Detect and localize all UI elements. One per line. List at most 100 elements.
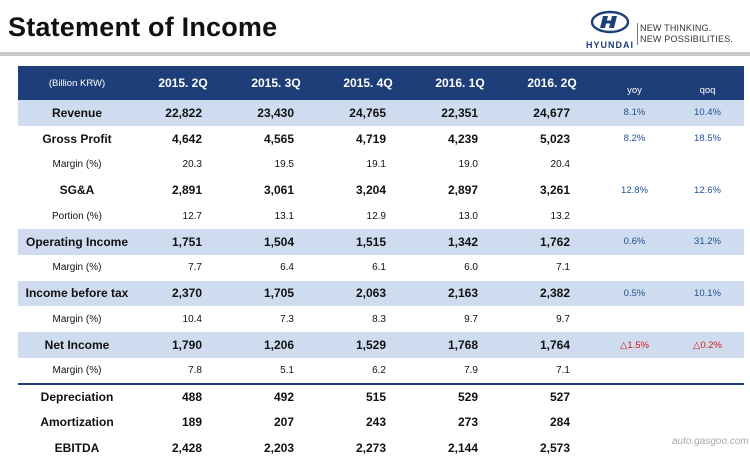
cell-value: 9.7 xyxy=(464,313,478,325)
cell-value: 2,891 xyxy=(171,183,202,198)
qoq-value: △0.2% xyxy=(671,332,744,358)
cell-value: 7.7 xyxy=(188,262,202,274)
yoy-header: yoy xyxy=(598,66,671,100)
cell-value: 7.1 xyxy=(556,262,570,274)
qoq-value: 31.2% xyxy=(671,228,744,255)
qoq-value xyxy=(671,410,744,436)
yoy-value xyxy=(598,203,671,229)
row-label: Revenue xyxy=(18,100,136,126)
cell-value: 243 xyxy=(365,415,386,430)
cell-value: 5,023 xyxy=(539,131,570,146)
hyundai-logo: HYUNDAI xyxy=(586,10,634,50)
table-row: Income before tax 2,370 1,705 2,063 2,163 2,3… xyxy=(18,280,744,307)
yoy-value xyxy=(598,435,671,461)
unit-header: (Billion KRW) xyxy=(18,66,136,100)
qoq-value: 10.1% xyxy=(671,280,744,307)
cell-value: 9.7 xyxy=(556,313,570,325)
row-label: Margin (%) xyxy=(52,364,102,376)
cell-value: 10.4 xyxy=(182,313,202,325)
table-header-row: (Billion KRW) 2015. 2Q 2015. 3Q 2015. 4Q… xyxy=(18,66,744,100)
cell-value: 492 xyxy=(230,382,322,410)
yoy-value: 8.1% xyxy=(598,100,671,126)
yoy-value xyxy=(598,306,671,332)
cell-value: 20.4 xyxy=(550,158,570,170)
cell-value: 207 xyxy=(273,415,294,430)
cell-value: 2,273 xyxy=(355,441,386,456)
cell-value: 3,061 xyxy=(263,183,294,198)
column-header: 2015. 2Q xyxy=(136,66,230,100)
table-row: Operating Income 1,751 1,504 1,515 1,342 1,76… xyxy=(18,228,744,255)
table-row: Amortization 189 207 243 273 284 xyxy=(18,410,744,436)
cell-value: 22,351 xyxy=(414,100,506,126)
cell-value: 2,163 xyxy=(414,280,506,307)
row-label: Depreciation xyxy=(18,382,136,410)
cell-value: 6.2 xyxy=(372,364,386,376)
cell-value: 8.3 xyxy=(372,313,386,325)
qoq-header: qoq xyxy=(671,66,744,100)
qoq-value: 18.5% xyxy=(694,133,721,145)
cell-value: 24,765 xyxy=(322,100,414,126)
cell-value: 13.2 xyxy=(550,210,570,222)
cell-value: 2,144 xyxy=(447,441,478,456)
cell-value: 19.0 xyxy=(458,158,478,170)
cell-value: 7.8 xyxy=(188,364,202,376)
qoq-value xyxy=(671,203,744,229)
table-row: Revenue 22,822 23,430 24,765 22,351 24,677 8.1… xyxy=(18,100,744,126)
column-header: 2015. 3Q xyxy=(230,66,322,100)
cell-value: 6.4 xyxy=(280,262,294,274)
row-label: Operating Income xyxy=(18,228,136,255)
table-row: Gross Profit 4,642 4,565 4,719 4,239 5,023 8.2… xyxy=(18,126,744,152)
cell-value: 5.1 xyxy=(280,364,294,376)
cell-value: 6.0 xyxy=(464,262,478,274)
row-label: Income before tax xyxy=(18,280,136,307)
cell-value: 12.7 xyxy=(182,210,202,222)
qoq-value xyxy=(671,382,744,410)
row-label: Amortization xyxy=(40,415,114,430)
table-row: Depreciation 488 492 515 529 527 xyxy=(18,382,744,410)
row-label: Margin (%) xyxy=(52,262,102,274)
cell-value: 19.1 xyxy=(366,158,386,170)
table-row: Net Income 1,790 1,206 1,529 1,768 1,764 △1.5%… xyxy=(18,332,744,358)
cell-value: 13.1 xyxy=(274,210,294,222)
cell-value: 22,822 xyxy=(136,100,230,126)
row-label: EBITDA xyxy=(54,441,100,456)
cell-value: 4,719 xyxy=(355,131,386,146)
row-label: Margin (%) xyxy=(52,158,102,170)
row-label: SG&A xyxy=(59,183,95,198)
yoy-value xyxy=(598,152,671,178)
cell-value: 488 xyxy=(136,382,230,410)
cell-value: 3,261 xyxy=(539,183,570,198)
table-row: SG&A 2,891 3,061 3,204 2,897 3,261 12.8% 12.6% xyxy=(18,177,744,203)
cell-value: 20.3 xyxy=(182,158,202,170)
yoy-value xyxy=(598,255,671,281)
cell-value: 4,565 xyxy=(263,131,294,146)
qoq-value: 10.4% xyxy=(671,100,744,126)
yoy-value: 12.8% xyxy=(621,184,648,196)
column-header: 2016. 2Q xyxy=(506,66,598,100)
hyundai-emblem-icon xyxy=(590,10,630,34)
cell-value: 1,790 xyxy=(136,332,230,358)
cell-value: 1,764 xyxy=(506,332,598,358)
yoy-value: △1.5% xyxy=(598,332,671,358)
cell-value: 189 xyxy=(181,415,202,430)
cell-value: 23,430 xyxy=(230,100,322,126)
cell-value: 3,204 xyxy=(355,183,386,198)
cell-value: 4,239 xyxy=(447,131,478,146)
cell-value: 1,705 xyxy=(230,280,322,307)
cell-value: 515 xyxy=(322,382,414,410)
title-divider xyxy=(0,52,750,56)
cell-value: 2,382 xyxy=(506,280,598,307)
cell-value: 1,206 xyxy=(230,332,322,358)
row-label: Margin (%) xyxy=(52,313,102,325)
income-statement-table: (Billion KRW) 2015. 2Q 2015. 3Q 2015. 4Q… xyxy=(18,66,744,461)
table-row: Portion (%) 12.7 13.1 12.9 13.0 13.2 xyxy=(18,203,744,229)
qoq-value xyxy=(671,358,744,384)
column-header: 2015. 4Q xyxy=(322,66,414,100)
qoq-value xyxy=(671,152,744,178)
cell-value: 7.3 xyxy=(280,313,294,325)
logo-tagline: NEW THINKING. NEW POSSIBILITIES. xyxy=(637,23,733,45)
cell-value: 7.1 xyxy=(556,364,570,376)
cell-value: 1,751 xyxy=(136,228,230,255)
cell-value: 4,642 xyxy=(171,131,202,146)
cell-value: 1,504 xyxy=(230,228,322,255)
